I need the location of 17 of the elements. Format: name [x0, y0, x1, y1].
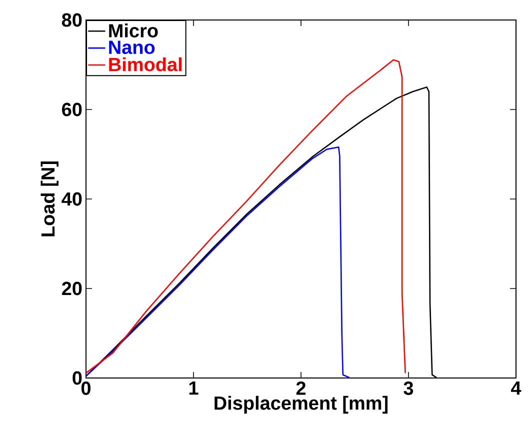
legend-label: Bimodal [109, 57, 182, 72]
y-tick-label: 80 [62, 13, 82, 27]
legend-label: Nano [109, 40, 155, 54]
y-tick-label: 20 [62, 282, 82, 296]
y-tick-label: 0 [72, 371, 82, 385]
x-tick-label: 1 [189, 382, 198, 395]
y-axis-title: Load [N] [40, 162, 58, 236]
x-axis-title: Displacement [mm] [214, 396, 388, 414]
line-series [86, 146, 350, 378]
line-series [86, 59, 406, 374]
x-tick-label: 2 [296, 382, 306, 395]
x-tick-label: 4 [510, 382, 522, 395]
x-tick-label: 0 [81, 382, 91, 395]
legend-label: Micro [109, 24, 158, 38]
y-tick-label: 40 [62, 192, 82, 206]
y-tick-label: 60 [62, 102, 82, 116]
x-tick-label: 3 [404, 382, 414, 396]
